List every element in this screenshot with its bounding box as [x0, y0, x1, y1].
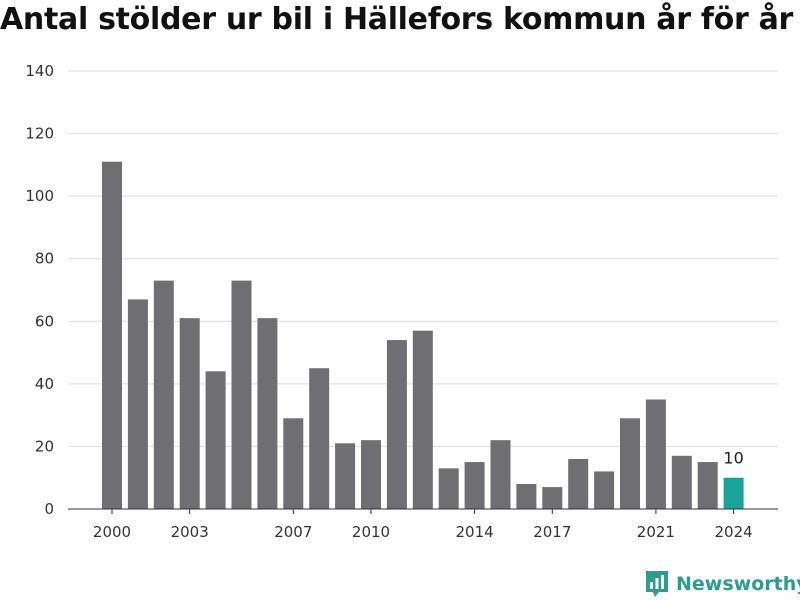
x-tick-label: 2003	[171, 523, 209, 541]
y-tick-label: 20	[35, 437, 54, 455]
bar-2015	[490, 440, 511, 509]
y-tick-label: 80	[35, 250, 54, 268]
bar-2010	[361, 440, 381, 509]
x-axis-tick-labels: 2000 2003 2007 2010 2014 2017 2021 2024	[93, 509, 753, 541]
bar-2020	[620, 418, 640, 509]
bar-2017	[542, 487, 563, 509]
x-tick-label: 2007	[274, 523, 312, 541]
x-tick-label: 2024	[715, 523, 753, 541]
x-tick-label: 2000	[93, 523, 131, 541]
bar-2012	[412, 330, 433, 509]
data-labels: 10	[723, 449, 743, 468]
bar-2009	[335, 443, 356, 509]
x-tick-label: 2014	[456, 523, 494, 541]
bar-2023	[697, 462, 718, 509]
bar-2006	[257, 318, 278, 509]
bars	[102, 161, 744, 509]
bar-2005	[231, 280, 252, 509]
bar-2019	[594, 471, 615, 509]
bar-2008	[309, 368, 330, 509]
y-tick-label: 60	[35, 312, 54, 330]
brand-name: Newsworthy	[676, 573, 800, 595]
bar-2011	[386, 340, 407, 509]
bar-2022	[671, 455, 692, 509]
bar-2003	[179, 318, 200, 509]
bar-2001	[127, 299, 148, 509]
y-tick-label: 120	[25, 125, 54, 143]
x-tick-label: 2010	[352, 523, 390, 541]
bar-2013	[438, 468, 459, 509]
bar-2004	[205, 371, 226, 509]
bar-2021	[645, 399, 666, 509]
y-tick-label: 40	[35, 375, 54, 393]
chart-title: Antal stölder ur bil i Hällefors kommun …	[0, 2, 794, 37]
bar-2016	[516, 483, 537, 509]
bar-2024	[723, 477, 744, 509]
y-tick-label: 0	[44, 500, 54, 518]
y-tick-label: 100	[25, 187, 54, 205]
bar-2002	[153, 280, 174, 509]
x-tick-label: 2021	[637, 523, 675, 541]
bar-2018	[568, 458, 589, 509]
newsworthy-logo-icon	[646, 571, 668, 597]
bar-2007	[283, 418, 304, 509]
bar-2000	[102, 161, 122, 509]
newsworthy-logo: Newsworthy	[644, 568, 800, 600]
bar-2014	[464, 462, 485, 509]
y-axis-tick-labels: 0 20 40 60 80 100 120 140	[25, 62, 54, 518]
data-label-2024: 10	[723, 449, 743, 468]
x-tick-label: 2017	[533, 523, 571, 541]
y-tick-label: 140	[25, 62, 54, 80]
